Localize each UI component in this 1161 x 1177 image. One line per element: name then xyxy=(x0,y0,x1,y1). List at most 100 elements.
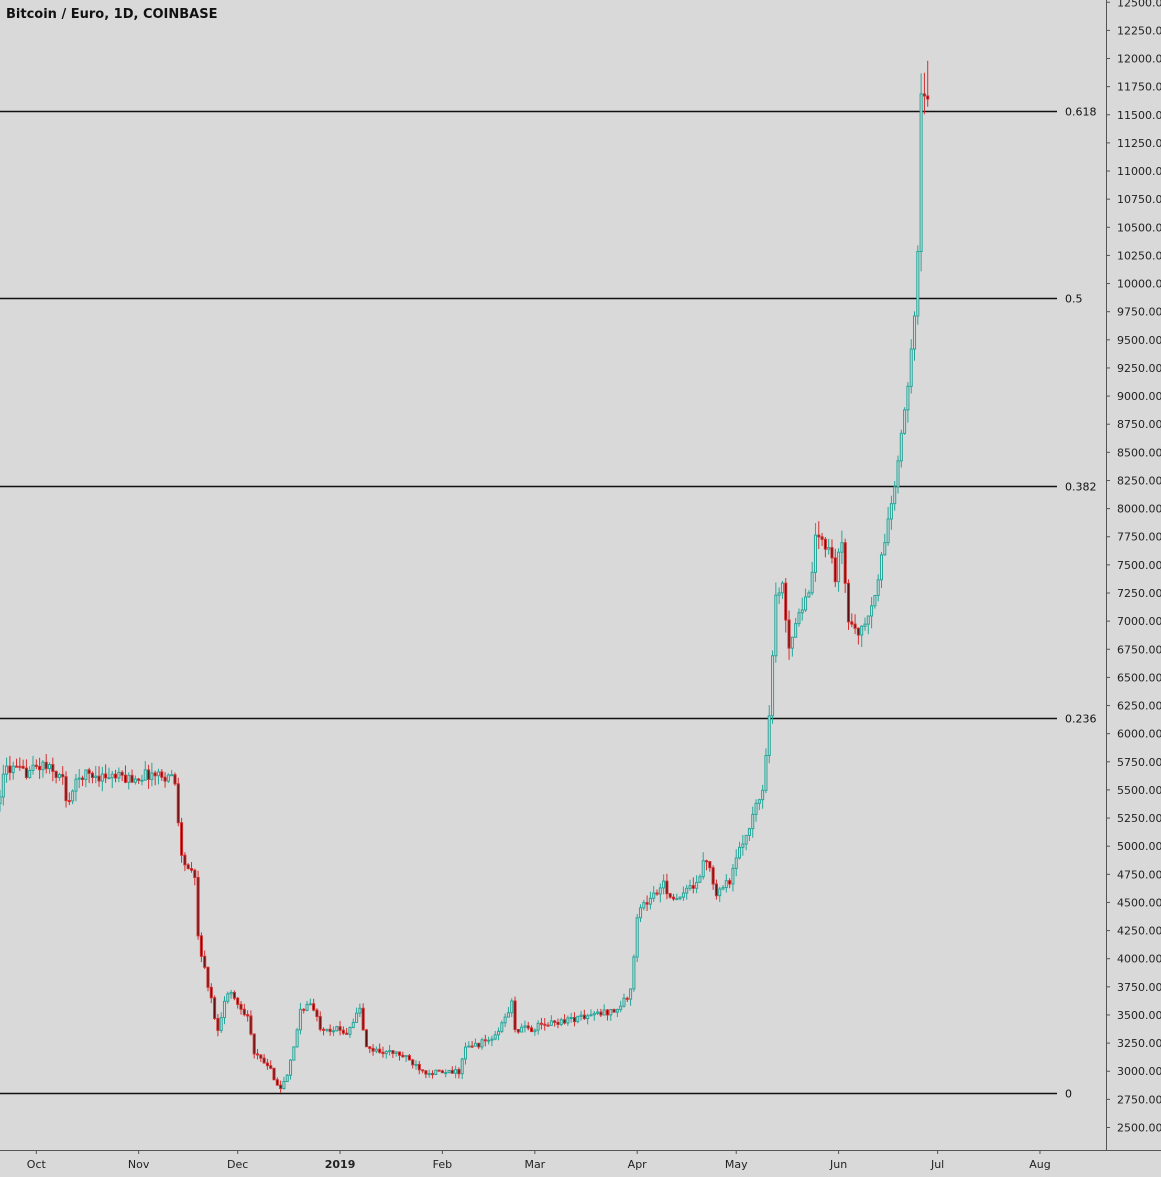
candle xyxy=(774,582,778,663)
candle xyxy=(341,1026,345,1035)
candle xyxy=(312,998,316,1012)
candle-body xyxy=(685,887,689,894)
candle-body xyxy=(810,571,814,594)
candle-body xyxy=(777,592,781,596)
candle xyxy=(110,770,114,788)
candle-body xyxy=(539,1022,543,1025)
candle-body xyxy=(272,1067,276,1081)
candle xyxy=(724,874,728,893)
candle xyxy=(84,769,88,788)
candle-body xyxy=(166,774,170,782)
candle-body xyxy=(38,765,42,771)
candle xyxy=(262,1054,266,1064)
y-tick-label: 10000.00 xyxy=(1117,278,1161,291)
candle-body xyxy=(447,1069,451,1074)
candle xyxy=(609,1008,613,1021)
candle xyxy=(589,1009,593,1017)
candle xyxy=(81,775,85,787)
candle xyxy=(394,1050,398,1057)
candle-body xyxy=(483,1039,487,1042)
candle-body xyxy=(823,538,827,550)
candle-body xyxy=(417,1063,421,1071)
candle xyxy=(886,506,890,546)
y-axis[interactable]: 2500.00 2750.00 3000.00 3250.00 3500.00 3750.… xyxy=(1106,0,1161,1150)
candle xyxy=(222,996,227,1025)
candle xyxy=(487,1036,491,1045)
x-tick-label: May xyxy=(725,1158,748,1171)
candle xyxy=(189,862,194,873)
candle xyxy=(34,759,38,770)
candle-body xyxy=(100,773,104,782)
candle xyxy=(714,879,718,900)
candle xyxy=(648,891,652,910)
candle xyxy=(681,886,685,901)
candle xyxy=(285,1073,289,1082)
candle xyxy=(728,878,732,889)
candle xyxy=(912,311,917,361)
y-tick-label: 11000.00 xyxy=(1117,165,1161,178)
candle-body xyxy=(61,773,65,778)
y-tick-label: 4250.00 xyxy=(1117,925,1161,938)
candle-body xyxy=(216,1017,220,1031)
candle xyxy=(282,1076,286,1090)
candle-body xyxy=(701,860,705,878)
candle-body xyxy=(549,1020,553,1026)
candle xyxy=(671,893,676,901)
candle-body xyxy=(721,887,725,890)
candle xyxy=(259,1054,263,1063)
candle-body xyxy=(203,955,207,968)
candle xyxy=(21,759,25,770)
candle-body xyxy=(665,880,669,895)
candle-body xyxy=(394,1051,398,1054)
candle xyxy=(823,536,827,558)
candle-body xyxy=(668,893,672,898)
candle-body xyxy=(289,1059,293,1076)
candle xyxy=(100,766,104,792)
candle-body xyxy=(751,813,755,830)
candle-body xyxy=(856,627,860,636)
candle xyxy=(196,870,200,940)
candle xyxy=(738,841,742,860)
candle-body xyxy=(569,1017,573,1020)
candle-body xyxy=(421,1069,425,1072)
candle xyxy=(741,835,745,856)
candle-body xyxy=(127,774,131,783)
candle-body xyxy=(837,551,841,583)
y-tick-label: 9000.00 xyxy=(1117,390,1161,403)
x-axis[interactable]: Oct Nov Dec 2019 Feb Mar Apr May Jun Jul Aug xyxy=(0,1150,1161,1171)
candle-body xyxy=(658,887,662,895)
candle-body xyxy=(11,765,15,774)
x-tick-label: Nov xyxy=(128,1158,150,1171)
candle-body xyxy=(47,764,52,770)
candle-body xyxy=(876,579,880,596)
candle-body xyxy=(800,609,804,614)
candle-body xyxy=(675,898,679,901)
candle xyxy=(896,455,900,494)
y-tick-label: 12500.00 xyxy=(1117,0,1161,9)
candle-body xyxy=(427,1073,431,1076)
candle-body xyxy=(922,93,926,97)
candle-body xyxy=(592,1012,596,1016)
candle xyxy=(335,1025,339,1032)
candle-body xyxy=(361,1007,365,1031)
candle xyxy=(675,893,679,901)
candle-body xyxy=(196,877,200,937)
candle xyxy=(678,896,682,901)
candle xyxy=(255,1048,260,1060)
candle-body xyxy=(302,1008,306,1011)
candle-body xyxy=(21,765,25,769)
candle-body xyxy=(648,897,652,905)
candle-body xyxy=(579,1014,583,1017)
candle xyxy=(213,995,217,1020)
candle xyxy=(543,1018,547,1031)
candle-body xyxy=(807,592,811,598)
candle-body xyxy=(275,1079,279,1086)
candle xyxy=(298,1002,302,1035)
candle-body xyxy=(619,1005,623,1010)
y-tick-label: 9250.00 xyxy=(1117,362,1161,375)
candle xyxy=(612,1008,616,1013)
candle xyxy=(563,1014,567,1025)
fib-levels: 0 0.236 0.382 0.5 0.618 xyxy=(0,106,1097,1101)
